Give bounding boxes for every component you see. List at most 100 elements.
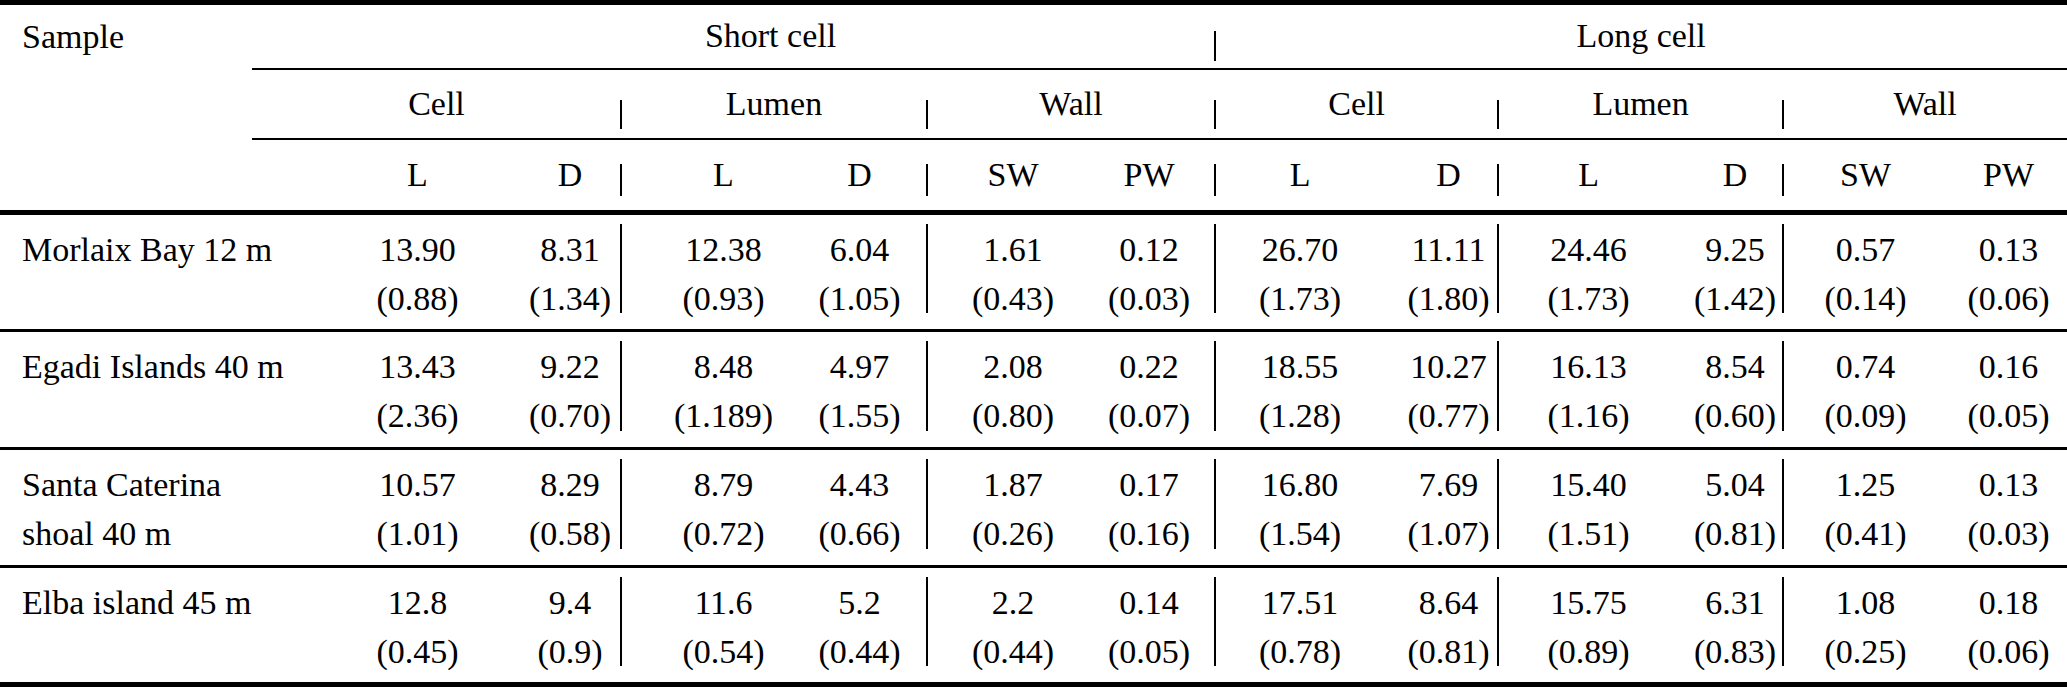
mean-value: 15.75 (1514, 578, 1663, 627)
subgroup-header-wall-short: Wall (927, 69, 1215, 139)
mean-value: 9.22 (519, 342, 621, 391)
column-header-D: D (495, 139, 621, 213)
table-row: Morlaix Bay 12 m 13.90(0.88) 8.31(1.34) … (0, 213, 2067, 331)
value-cell: 15.40(1.51) (1498, 449, 1663, 567)
column-header-L: L (621, 139, 792, 213)
std-dev: (0.77) (1399, 391, 1498, 440)
mean-value: 8.64 (1399, 578, 1498, 627)
mean-value: 11.11 (1399, 225, 1498, 274)
mean-value: 0.12 (1083, 225, 1215, 274)
std-dev: (0.88) (340, 274, 495, 323)
sample-name: Santa Caterinashoal 40 m (0, 449, 252, 567)
mean-value: 0.17 (1083, 460, 1215, 509)
mean-value: 24.46 (1514, 225, 1663, 274)
value-cell: 10.27(0.77) (1375, 331, 1498, 449)
value-cell: 13.90(0.88) (252, 213, 495, 331)
mean-value: 4.43 (792, 460, 927, 509)
value-cell: 0.16(0.05) (1938, 331, 2067, 449)
sample-name-line: Morlaix Bay 12 m (22, 225, 252, 274)
std-dev: (1.42) (1687, 274, 1783, 323)
value-cell: 1.25(0.41) (1783, 449, 1938, 567)
std-dev: (2.36) (340, 391, 495, 440)
mean-value: 26.70 (1225, 225, 1375, 274)
value-cell: 6.04(1.05) (792, 213, 927, 331)
value-cell: 15.75(0.89) (1498, 567, 1663, 685)
value-cell: 0.12(0.03) (1083, 213, 1215, 331)
std-dev: (0.70) (519, 391, 621, 440)
group-header-row: Sample Short cell Long cell (0, 3, 2067, 69)
value-cell: 11.6(0.54) (621, 567, 792, 685)
subgroup-header-wall-long: Wall (1783, 69, 2067, 139)
column-header-D: D (1375, 139, 1498, 213)
std-dev: (1.189) (655, 391, 792, 440)
std-dev: (0.06) (1950, 274, 2067, 323)
std-dev: (1.16) (1514, 391, 1663, 440)
value-cell: 0.74(0.09) (1783, 331, 1938, 449)
value-cell: 0.22(0.07) (1083, 331, 1215, 449)
mean-value: 6.04 (792, 225, 927, 274)
value-cell: 1.87(0.26) (927, 449, 1083, 567)
std-dev: (1.07) (1399, 509, 1498, 558)
value-cell: 9.4(0.9) (495, 567, 621, 685)
std-dev: (1.34) (519, 274, 621, 323)
mean-value: 0.18 (1950, 578, 2067, 627)
value-cell: 10.57(1.01) (252, 449, 495, 567)
std-dev: (0.44) (943, 627, 1083, 676)
value-cell: 0.57(0.14) (1783, 213, 1938, 331)
subgroup-header-cell-long: Cell (1215, 69, 1498, 139)
mean-value: 15.40 (1514, 460, 1663, 509)
mean-value: 13.90 (340, 225, 495, 274)
mean-value: 11.6 (655, 578, 792, 627)
column-header-L: L (1498, 139, 1663, 213)
column-header-L: L (252, 139, 495, 213)
std-dev: (0.09) (1793, 391, 1938, 440)
sample-name: Egadi Islands 40 m (0, 331, 252, 449)
std-dev: (0.05) (1950, 391, 2067, 440)
value-cell: 8.29(0.58) (495, 449, 621, 567)
sample-name-line: shoal 40 m (22, 509, 252, 558)
mean-value: 8.48 (655, 342, 792, 391)
value-cell: 8.79(0.72) (621, 449, 792, 567)
mean-value: 12.38 (655, 225, 792, 274)
table-row: Egadi Islands 40 m 13.43(2.36) 9.22(0.70… (0, 331, 2067, 449)
mean-value: 10.57 (340, 460, 495, 509)
std-dev: (1.55) (792, 391, 927, 440)
std-dev: (0.14) (1793, 274, 1938, 323)
mean-value: 18.55 (1225, 342, 1375, 391)
mean-value: 1.08 (1793, 578, 1938, 627)
mean-value: 0.14 (1083, 578, 1215, 627)
std-dev: (1.54) (1225, 509, 1375, 558)
mean-value: 10.27 (1399, 342, 1498, 391)
column-header-D: D (1663, 139, 1783, 213)
std-dev: (0.81) (1399, 627, 1498, 676)
std-dev: (0.54) (655, 627, 792, 676)
mean-value: 8.29 (519, 460, 621, 509)
mean-value: 5.04 (1687, 460, 1783, 509)
mean-value: 17.51 (1225, 578, 1375, 627)
std-dev: (1.01) (340, 509, 495, 558)
value-cell: 8.64(0.81) (1375, 567, 1498, 685)
mean-value: 0.16 (1950, 342, 2067, 391)
measurements-table: Sample Short cell Long cell Cell Lumen W… (0, 0, 2067, 687)
std-dev: (0.26) (943, 509, 1083, 558)
mean-value: 16.13 (1514, 342, 1663, 391)
value-cell: 5.04(0.81) (1663, 449, 1783, 567)
subgroup-header-lumen-long: Lumen (1498, 69, 1783, 139)
mean-value: 0.22 (1083, 342, 1215, 391)
value-cell: 9.22(0.70) (495, 331, 621, 449)
subgroup-header-row: Cell Lumen Wall Cell Lumen Wall (0, 69, 2067, 139)
column-header-SW: SW (1783, 139, 1938, 213)
value-cell: 7.69(1.07) (1375, 449, 1498, 567)
std-dev: (0.89) (1514, 627, 1663, 676)
std-dev: (0.81) (1687, 509, 1783, 558)
std-dev: (0.16) (1083, 509, 1215, 558)
mean-value: 4.97 (792, 342, 927, 391)
value-cell: 18.55(1.28) (1215, 331, 1375, 449)
mean-value: 8.79 (655, 460, 792, 509)
std-dev: (0.9) (519, 627, 621, 676)
std-dev: (0.93) (655, 274, 792, 323)
column-header-PW: PW (1938, 139, 2067, 213)
value-cell: 0.13(0.03) (1938, 449, 2067, 567)
value-cell: 8.31(1.34) (495, 213, 621, 331)
column-header-L: L (1215, 139, 1375, 213)
